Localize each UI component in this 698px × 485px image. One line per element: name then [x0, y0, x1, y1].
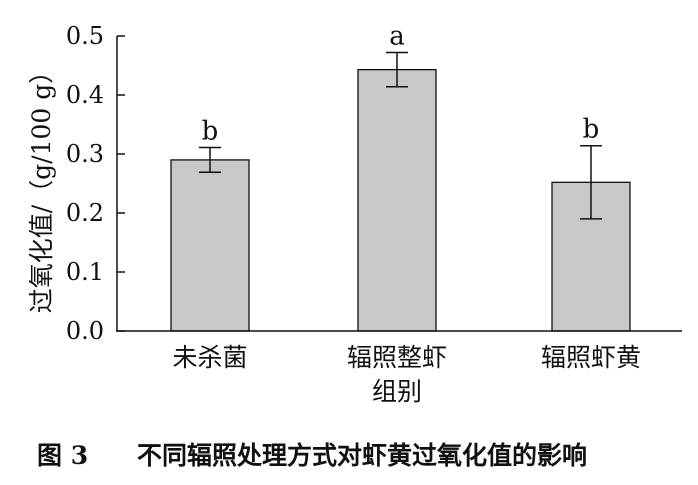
significance-label: a: [389, 22, 405, 52]
y-tick-label: 0.1: [66, 258, 104, 286]
significance-label: b: [583, 115, 600, 145]
bar: [357, 68, 437, 332]
figure-number: 图 3: [37, 441, 89, 470]
error-bar: [199, 146, 221, 174]
y-tick-label: 0.0: [66, 317, 104, 345]
y-tick-label: 0.4: [66, 81, 104, 109]
y-tick-label: 0.2: [66, 199, 104, 227]
y-tick-label: 0.5: [66, 22, 104, 50]
y-tick-label: 0.3: [66, 140, 104, 168]
y-axis-ticks: 0.0 0.1 0.2 0.3 0.4 0.5: [66, 22, 125, 345]
significance-label: b: [202, 117, 219, 147]
x-tick-label: 辐照虾黄: [541, 343, 641, 372]
bar: [170, 159, 250, 332]
error-bar: [580, 144, 602, 220]
y-axis-label: 过氧化值/（g/100 g）: [27, 59, 56, 314]
bar-chart: 过氧化值/（g/100 g） 0.0 0.1 0.2 0.3 0.4 0.5 b a b 未杀…: [27, 22, 682, 406]
x-tick-label: 辐照整虾: [347, 343, 447, 372]
caption-text: 不同辐照处理方式对虾黄过氧化值的影响: [137, 441, 588, 470]
error-bar: [386, 51, 408, 88]
x-tick-label-continued: 组别: [372, 377, 422, 406]
x-tick-label: 未杀菌: [172, 343, 247, 372]
figure-caption: 图 3 不同辐照处理方式对虾黄过氧化值的影响: [0, 432, 698, 472]
bars: b a b: [170, 22, 631, 332]
